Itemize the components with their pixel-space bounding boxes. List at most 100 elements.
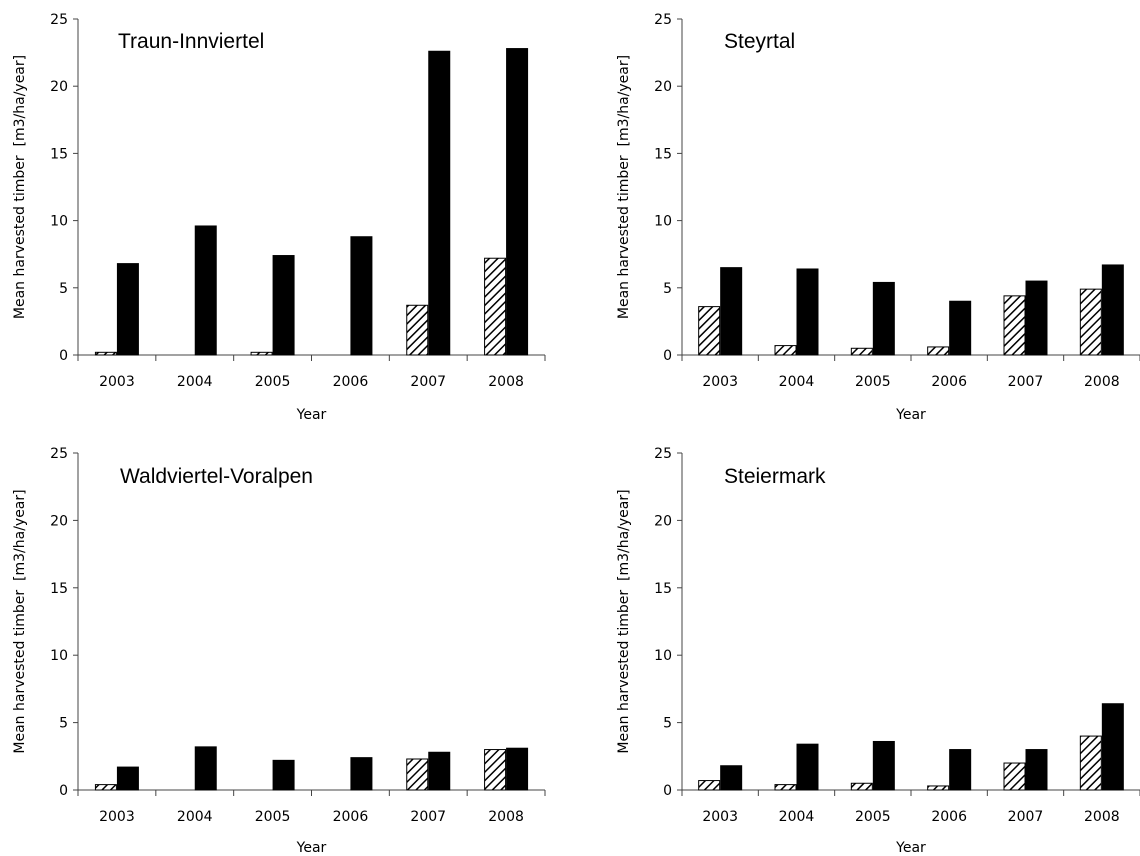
bar-hatched bbox=[850, 782, 873, 791]
bar-solid bbox=[116, 766, 139, 791]
y-tick-label: 25 bbox=[654, 446, 672, 462]
x-tick-label: 2007 bbox=[1008, 809, 1044, 825]
bar-hatched bbox=[698, 306, 721, 356]
bar-solid bbox=[949, 749, 972, 791]
bar-hatched bbox=[406, 304, 429, 356]
y-tick-label: 0 bbox=[663, 783, 672, 799]
bar-hatched bbox=[774, 345, 797, 356]
bar-solid bbox=[428, 751, 451, 791]
bar-hatched bbox=[1079, 288, 1102, 356]
y-tick-label: 25 bbox=[654, 12, 672, 28]
y-tick-label: 5 bbox=[59, 281, 68, 297]
bar-solid bbox=[1025, 749, 1048, 791]
bar-solid bbox=[506, 48, 529, 356]
panel-title: Waldviertel-Voralpen bbox=[120, 465, 313, 488]
x-axis-label: Year bbox=[296, 840, 327, 856]
y-tick-label: 5 bbox=[663, 281, 672, 297]
y-tick-label: 10 bbox=[50, 214, 68, 230]
bar-solid bbox=[796, 268, 819, 356]
x-tick-label: 2003 bbox=[99, 809, 135, 825]
y-axis-label: Mean harvested timber [m3/ha/year] bbox=[12, 55, 28, 319]
x-tick-label: 2006 bbox=[931, 374, 967, 390]
y-axis-label: Mean harvested timber [m3/ha/year] bbox=[616, 55, 632, 319]
x-tick-label: 2006 bbox=[333, 809, 369, 825]
y-tick-label: 0 bbox=[59, 348, 68, 364]
y-tick-label: 10 bbox=[50, 648, 68, 664]
x-tick-label: 2004 bbox=[177, 809, 213, 825]
bar-hatched bbox=[927, 346, 950, 356]
x-tick-label: 2006 bbox=[333, 374, 369, 390]
y-tick-label: 20 bbox=[50, 513, 68, 529]
chart-panel-1: 0 5 10 15 20 25 2003 2004 2005 2006 2007 2008 Year Me… bbox=[12, 12, 546, 423]
y-tick-label: 10 bbox=[654, 648, 672, 664]
bar-solid bbox=[949, 300, 972, 356]
chart-panel-4: 0 5 10 15 20 25 2003 2004 2005 2006 2007 2008 Year Me… bbox=[616, 446, 1140, 856]
y-tick-label: 10 bbox=[654, 214, 672, 230]
bar-hatched bbox=[927, 785, 950, 791]
x-tick-label: 2007 bbox=[410, 374, 446, 390]
bar-solid bbox=[350, 236, 373, 356]
bar-hatched bbox=[484, 257, 507, 356]
y-tick-label: 0 bbox=[663, 348, 672, 364]
x-tick-label: 2003 bbox=[702, 809, 738, 825]
bar-solid bbox=[272, 255, 295, 356]
bar-hatched bbox=[850, 347, 873, 356]
x-tick-label: 2007 bbox=[1008, 374, 1044, 390]
bar-solid bbox=[506, 747, 529, 791]
bar-hatched bbox=[484, 749, 507, 791]
y-tick-label: 20 bbox=[654, 513, 672, 529]
x-tick-label: 2004 bbox=[779, 809, 815, 825]
bar-solid bbox=[720, 267, 743, 356]
bar-solid bbox=[350, 757, 373, 791]
y-tick-label: 15 bbox=[654, 581, 672, 597]
y-tick-label: 20 bbox=[654, 79, 672, 95]
bar-solid bbox=[872, 281, 895, 356]
y-tick-label: 20 bbox=[50, 79, 68, 95]
x-tick-label: 2003 bbox=[702, 374, 738, 390]
x-tick-label: 2005 bbox=[855, 809, 891, 825]
x-tick-label: 2005 bbox=[255, 809, 291, 825]
x-tick-label: 2008 bbox=[1084, 809, 1120, 825]
x-tick-label: 2004 bbox=[779, 374, 815, 390]
bar-hatched bbox=[94, 351, 117, 356]
y-tick-label: 0 bbox=[59, 783, 68, 799]
x-tick-label: 2005 bbox=[255, 374, 291, 390]
chart-panel-3: 0 5 10 15 20 25 2003 2004 2005 2006 2007 2008 Year Me… bbox=[12, 446, 546, 856]
y-tick-label: 15 bbox=[50, 581, 68, 597]
x-axis-label: Year bbox=[296, 407, 327, 423]
panel-title: Steyrtal bbox=[724, 30, 795, 53]
bar-hatched bbox=[1079, 735, 1102, 791]
x-tick-label: 2007 bbox=[410, 809, 446, 825]
bar-hatched bbox=[698, 780, 721, 791]
y-tick-label: 25 bbox=[50, 446, 68, 462]
y-tick-label: 15 bbox=[50, 146, 68, 162]
x-tick-label: 2005 bbox=[855, 374, 891, 390]
x-tick-label: 2004 bbox=[177, 374, 213, 390]
x-tick-label: 2003 bbox=[99, 374, 135, 390]
y-tick-label: 15 bbox=[654, 146, 672, 162]
bar-hatched bbox=[406, 758, 429, 791]
x-tick-label: 2008 bbox=[488, 374, 524, 390]
bar-solid bbox=[1101, 264, 1124, 356]
panel-title: Steiermark bbox=[724, 465, 826, 488]
bar-hatched bbox=[774, 784, 797, 791]
bar-solid bbox=[194, 746, 217, 791]
bar-solid bbox=[872, 740, 895, 791]
y-axis-label: Mean harvested timber [m3/ha/year] bbox=[616, 489, 632, 753]
bar-hatched bbox=[1003, 295, 1026, 356]
y-axis-label: Mean harvested timber [m3/ha/year] bbox=[12, 489, 28, 753]
bar-solid bbox=[272, 759, 295, 791]
x-tick-label: 2006 bbox=[931, 809, 967, 825]
x-axis-label: Year bbox=[895, 407, 926, 423]
x-tick-label: 2008 bbox=[488, 809, 524, 825]
x-tick-label: 2008 bbox=[1084, 374, 1120, 390]
chart-panel-2: 0 5 10 15 20 25 2003 2004 2005 2006 2007 2008 Year Me… bbox=[616, 12, 1140, 423]
bar-solid bbox=[194, 225, 217, 356]
bar-solid bbox=[116, 263, 139, 356]
bar-hatched bbox=[1003, 762, 1026, 791]
bar-solid bbox=[1025, 280, 1048, 356]
bar-solid bbox=[720, 765, 743, 791]
bar-solid bbox=[1101, 703, 1124, 791]
bar-hatched bbox=[94, 784, 117, 791]
